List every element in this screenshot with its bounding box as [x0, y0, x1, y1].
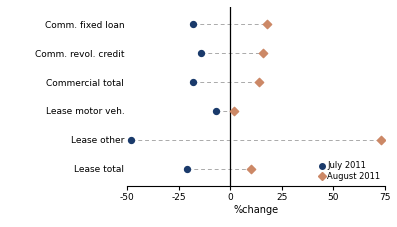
Point: [184, 167, 190, 171]
Legend: July 2011, August 2011: July 2011, August 2011: [320, 161, 381, 182]
Point: [378, 138, 384, 142]
X-axis label: %change: %change: [233, 205, 279, 215]
Point: [256, 80, 262, 84]
Point: [190, 80, 196, 84]
Point: [128, 138, 134, 142]
Point: [213, 109, 219, 113]
Point: [264, 22, 271, 26]
Point: [231, 109, 237, 113]
Point: [198, 51, 204, 55]
Point: [260, 51, 266, 55]
Point: [190, 22, 196, 26]
Point: [248, 167, 254, 171]
